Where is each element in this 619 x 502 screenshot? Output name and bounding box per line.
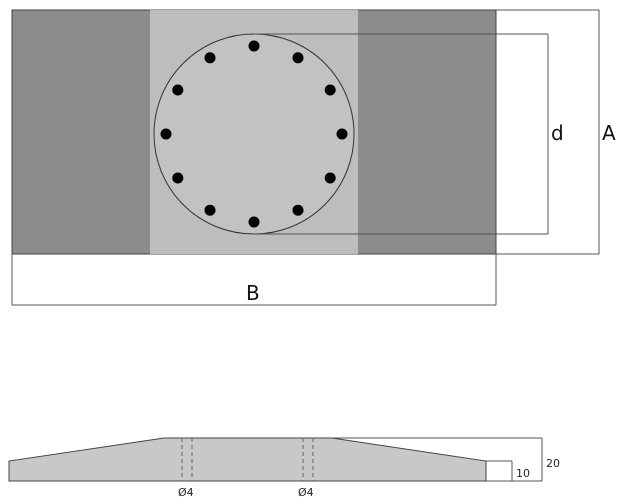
dimension-b: B xyxy=(11,254,497,306)
bolt-circle xyxy=(153,33,355,235)
height-total-label: 20 xyxy=(546,457,560,470)
dimension-a-label: A xyxy=(602,121,616,145)
bolt-hole xyxy=(160,128,172,140)
bolt-hole xyxy=(248,40,260,52)
bolt-holes xyxy=(160,40,348,228)
dimension-b-label: B xyxy=(246,281,260,305)
dimension-height-total: 20 xyxy=(332,437,560,482)
bolt-hole xyxy=(336,128,348,140)
bolt-hole xyxy=(204,52,216,64)
bolt-hole xyxy=(204,204,216,216)
top-view xyxy=(11,9,497,255)
dimension-d: d xyxy=(254,33,564,235)
hole-label-right: Ø4 xyxy=(298,486,314,499)
dimension-d-label: d xyxy=(551,121,564,145)
bolt-hole xyxy=(324,172,336,184)
bolt-hole xyxy=(172,84,184,96)
bolt-hole xyxy=(292,52,304,64)
bolt-hole xyxy=(324,84,336,96)
bolt-hole xyxy=(248,216,260,228)
bolt-hole xyxy=(172,172,184,184)
dimension-a: A xyxy=(496,9,616,255)
dimension-height-edge: 10 xyxy=(486,460,530,481)
hole-label-left: Ø4 xyxy=(178,486,194,499)
height-edge-label: 10 xyxy=(516,467,530,480)
hidden-hole-lines xyxy=(181,438,314,481)
bolt-hole xyxy=(292,204,304,216)
side-profile xyxy=(8,437,487,482)
side-view: 20 10 Ø4 Ø4 xyxy=(8,437,560,499)
